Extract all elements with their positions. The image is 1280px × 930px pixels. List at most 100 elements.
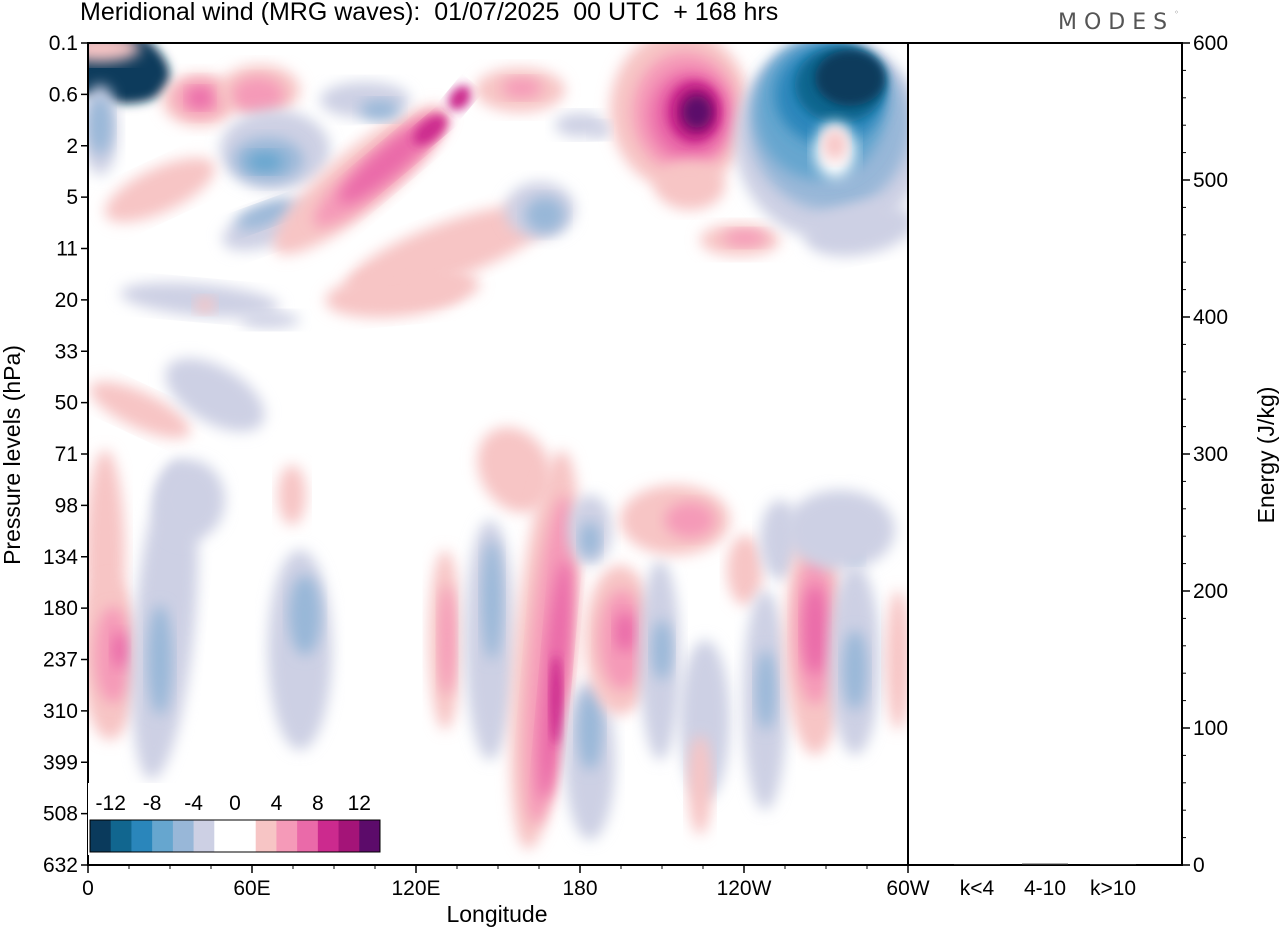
contour-region	[665, 502, 715, 538]
colorbar-swatch	[255, 820, 277, 852]
pressure-tick-label: 237	[43, 649, 78, 672]
contour-region	[652, 620, 672, 680]
energy-tick-label: 400	[1193, 306, 1228, 329]
pressure-tick-label: 134	[43, 546, 78, 569]
contour-region	[803, 585, 827, 675]
contour-region	[188, 88, 212, 108]
energy-category-label: 4-10	[1024, 877, 1066, 900]
longitude-tick-label: 0	[82, 877, 94, 900]
pressure-tick-label: 0.6	[49, 83, 78, 106]
energy-axis: 0 100 200 300 400 500 600	[1182, 32, 1228, 877]
colorbar-label: 0	[229, 792, 241, 815]
colorbar-swatch	[131, 820, 153, 852]
contour-region	[289, 575, 321, 655]
colorbar-swatch	[90, 820, 112, 852]
colorbar-swatch	[214, 820, 236, 852]
contour-region	[278, 465, 306, 525]
colorbar-label: 12	[348, 792, 371, 815]
colorbar-label: -4	[184, 792, 203, 815]
energy-bars	[954, 863, 1136, 865]
contour-region	[155, 460, 225, 540]
contour-region	[325, 272, 465, 318]
energy-tick-label: 100	[1193, 717, 1228, 740]
contour-region	[805, 203, 908, 257]
contour-region	[655, 160, 725, 210]
contour-region	[477, 427, 553, 513]
colorbar-swatch	[276, 820, 298, 852]
contour-region	[785, 490, 895, 570]
contour-region	[89, 381, 191, 439]
energy-category-label: k>10	[1090, 877, 1136, 900]
contour-region	[236, 201, 294, 229]
contour-region	[247, 152, 283, 172]
energy-tick-label: 0	[1193, 854, 1205, 877]
pressure-tick-label: 5	[66, 186, 78, 209]
contour-field	[88, 43, 908, 850]
contour-region	[886, 590, 908, 730]
contour-region	[88, 95, 112, 155]
pressure-tick-label: 20	[55, 289, 78, 312]
contour-region	[615, 612, 635, 652]
pressure-tick-label: 33	[55, 340, 78, 363]
pressure-tick-label: 180	[43, 597, 78, 620]
colorbar-label: -8	[143, 792, 162, 815]
longitude-tick-label: 180	[562, 877, 597, 900]
contour-region	[439, 585, 455, 695]
contour-region	[148, 605, 172, 715]
pressure-tick-label: 0.1	[49, 32, 78, 55]
energy-bar	[1022, 863, 1068, 865]
brand-text: MODES	[1058, 10, 1175, 35]
colorbar-swatch	[110, 820, 132, 852]
colorbar-swatch	[235, 820, 257, 852]
colorbar-swatch	[152, 820, 174, 852]
longitude-axis: 0 60E 120E 180 120W 60W	[82, 865, 930, 900]
contour-region	[88, 43, 140, 62]
pressure-tick-label: 310	[43, 700, 78, 723]
contour-region	[727, 535, 763, 605]
colorbar-label: 8	[312, 792, 324, 815]
pressure-tick-label: 11	[56, 238, 78, 261]
contour-region	[723, 230, 767, 246]
contour-region	[815, 50, 885, 106]
contour-region	[165, 358, 265, 432]
colorbar-label: -12	[96, 792, 126, 815]
contour-region	[756, 650, 776, 730]
contour-region	[683, 96, 711, 128]
contour-region	[482, 540, 502, 660]
contour-region	[448, 85, 472, 111]
colorbar-label: 4	[271, 792, 283, 815]
pressure-tick-label: 71	[55, 443, 78, 466]
colorbar-swatch	[338, 820, 360, 852]
colorbar-swatch	[317, 820, 340, 852]
colorbar: -12 -8 -4 0 4 8 12	[88, 783, 382, 855]
longitude-tick-label: 60E	[233, 877, 270, 900]
energy-tick-label: 300	[1193, 443, 1228, 466]
pressure-tick-label: 399	[43, 751, 78, 774]
contour-region	[195, 297, 215, 313]
y-axis-label: Pressure levels (hPa)	[0, 345, 25, 565]
colorbar-swatch	[297, 820, 319, 852]
contour-region	[502, 78, 542, 98]
pressure-tick-label: 2	[66, 135, 78, 158]
longitude-tick-label: 120E	[391, 877, 440, 900]
energy-axis-label: Energy (J/kg)	[1253, 387, 1279, 524]
contour-region	[232, 77, 284, 113]
energy-tick-label: 500	[1193, 169, 1228, 192]
x-axis-label: Longitude	[446, 901, 547, 927]
contour-region	[590, 122, 610, 138]
energy-bar	[954, 864, 1000, 865]
chart-title: Meridional wind (MRG waves): 01/07/2025 …	[80, 0, 779, 26]
energy-panel-frame	[907, 42, 1183, 866]
colorbar-swatch	[359, 820, 381, 852]
colorbar-swatch	[172, 820, 195, 852]
contour-region	[688, 735, 712, 835]
contour-region	[112, 632, 128, 668]
pressure-tick-label: 508	[43, 803, 78, 826]
brand-logo: MODES◦	[1058, 7, 1179, 35]
pressure-tick-label: 632	[43, 854, 78, 877]
contour-region	[240, 312, 300, 328]
contour-region	[578, 690, 602, 770]
energy-tick-label: 600	[1193, 32, 1228, 55]
contour-region	[843, 630, 867, 710]
